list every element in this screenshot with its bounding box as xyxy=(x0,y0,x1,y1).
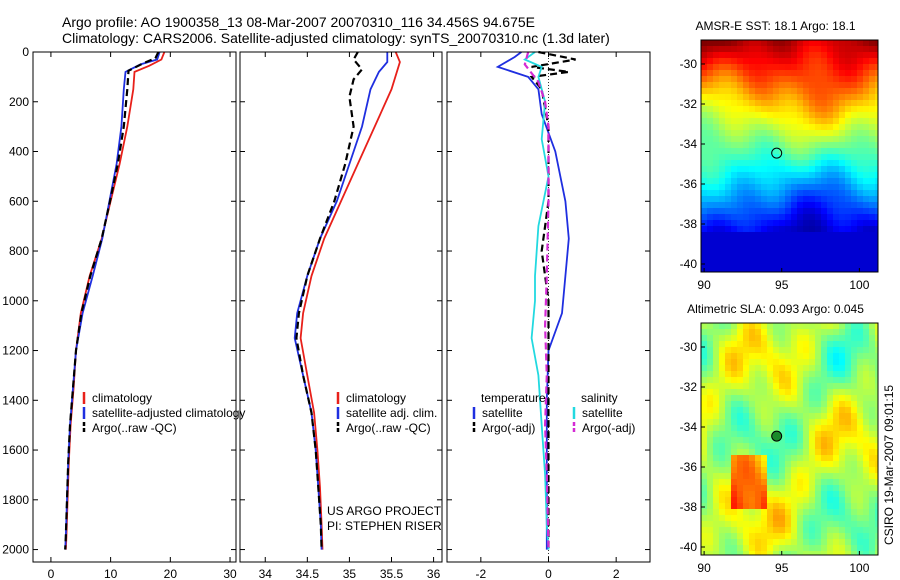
x-tick-label: 2 xyxy=(613,567,620,580)
y-tick-label: 1400 xyxy=(2,393,29,407)
series-line-temperature-argo-adj- xyxy=(529,50,576,550)
series-line-argo-raw-qc- xyxy=(295,51,364,550)
y-tick-label: 0 xyxy=(22,45,29,59)
y-tick-label: 200 xyxy=(9,95,29,109)
x-tick-label: 30 xyxy=(223,567,237,580)
legend-label: Argo(..raw -QC) xyxy=(92,421,177,435)
series-line-argo-raw-qc- xyxy=(64,51,160,550)
difference-panel: -202difference from climatologytemperatu… xyxy=(446,50,651,580)
y-tick-label: -38 xyxy=(680,217,698,231)
sst-map-panel: AMSR-E SST: 18.1 Argo: 18.1 90 95 100 -30 -32… xyxy=(680,19,879,292)
legend-label: satellite xyxy=(482,406,523,420)
map-frame xyxy=(700,322,879,556)
y-tick-label: 800 xyxy=(9,244,29,258)
sla-map-panel: Altimetric SLA: 0.093 Argo: 0.045 90 95 100… xyxy=(680,302,879,575)
y-tick-label: -30 xyxy=(680,340,698,354)
series-line-climatology xyxy=(299,51,401,550)
y-tick-label: -34 xyxy=(680,420,698,434)
project-label: US ARGO PROJECT xyxy=(327,504,442,518)
y-tick-label: 2000 xyxy=(2,543,29,557)
legend-label: satellite adj. clim. xyxy=(346,406,437,420)
pi-label: PI: STEPHEN RISER xyxy=(327,519,442,533)
y-tick-label: 1000 xyxy=(2,294,29,308)
y-tick-label: -32 xyxy=(680,97,698,111)
y-tick-label: -32 xyxy=(680,380,698,394)
series-line-salinity-satellite xyxy=(523,51,550,550)
legend-label: satellite-adjusted climatology xyxy=(92,406,245,420)
x-tick-label: 20 xyxy=(164,567,178,580)
y-tick-label: 600 xyxy=(9,194,29,208)
y-tick-label: 1200 xyxy=(2,344,29,358)
float-location-marker xyxy=(771,147,783,159)
y-tick-label: 1600 xyxy=(2,443,29,457)
plot-frame xyxy=(239,51,443,563)
series-line-climatology xyxy=(64,51,166,550)
legend-label: climatology xyxy=(92,391,152,405)
salinity-panel: 3434.53535.536salinityclimatologysatelli… xyxy=(239,51,443,580)
x-tick-label: 90 xyxy=(697,278,711,292)
x-tick-label: 100 xyxy=(849,561,869,575)
sst-field xyxy=(701,40,878,272)
x-tick-label: 34.5 xyxy=(296,567,320,580)
series-line-temperature-satellite xyxy=(495,51,570,550)
y-tick-label: -30 xyxy=(680,57,698,71)
x-tick-label: 36 xyxy=(427,567,441,580)
y-tick-label: -36 xyxy=(680,460,698,474)
x-tick-label: 100 xyxy=(849,278,869,292)
map-frame xyxy=(700,39,879,273)
series-line-satellite-adj-clim- xyxy=(293,52,389,550)
legend-group-title: temperature xyxy=(481,391,546,405)
legend-label: Argo(-adj) xyxy=(482,421,535,435)
y-tick-label: -36 xyxy=(680,177,698,191)
x-tick-label: 35.5 xyxy=(380,567,404,580)
y-tick-label: 1800 xyxy=(2,493,29,507)
header-line2: Climatology: CARS2006. Satellite-adjuste… xyxy=(62,30,610,46)
y-tick-label: -40 xyxy=(680,540,698,554)
x-tick-label: 34 xyxy=(259,567,273,580)
x-tick-label: 35 xyxy=(343,567,357,580)
legend-group-title: salinity xyxy=(581,391,618,405)
x-tick-label: 0 xyxy=(48,567,55,580)
header-line1: Argo profile: AO 1900358_13 08-Mar-2007 … xyxy=(62,14,535,30)
series-line-satellite-adjusted-climatology xyxy=(64,51,161,550)
y-tick-label: -34 xyxy=(680,137,698,151)
x-tick-label: 95 xyxy=(775,561,789,575)
legend-label: Argo(..raw -QC) xyxy=(346,421,431,435)
map-title: AMSR-E SST: 18.1 Argo: 18.1 xyxy=(695,19,855,33)
x-tick-label: 0 xyxy=(545,567,552,580)
legend-label: climatology xyxy=(346,391,406,405)
x-tick-label: 10 xyxy=(104,567,118,580)
map-title: Altimetric SLA: 0.093 Argo: 0.045 xyxy=(687,302,864,316)
temperature-panel: 0 10 20 30 0 200 400 600 800 1000 1200 1400 1600 1800… xyxy=(2,45,245,580)
legend-label: satellite xyxy=(582,406,623,420)
sla-field xyxy=(701,323,878,555)
series-line-salinity-argo-adj- xyxy=(523,51,550,550)
y-tick-label: 400 xyxy=(9,145,29,159)
legend-label: Argo(-adj) xyxy=(582,421,635,435)
plot-frame xyxy=(32,51,237,563)
y-tick-label: -38 xyxy=(680,500,698,514)
float-location-marker xyxy=(771,430,783,442)
timestamp-label: CSIRO 19-Mar-2007 09:01:15 xyxy=(882,385,896,545)
x-tick-label: 90 xyxy=(697,561,711,575)
y-tick-label: -40 xyxy=(680,257,698,271)
x-tick-label: 95 xyxy=(775,278,789,292)
x-tick-label: -2 xyxy=(475,567,486,580)
